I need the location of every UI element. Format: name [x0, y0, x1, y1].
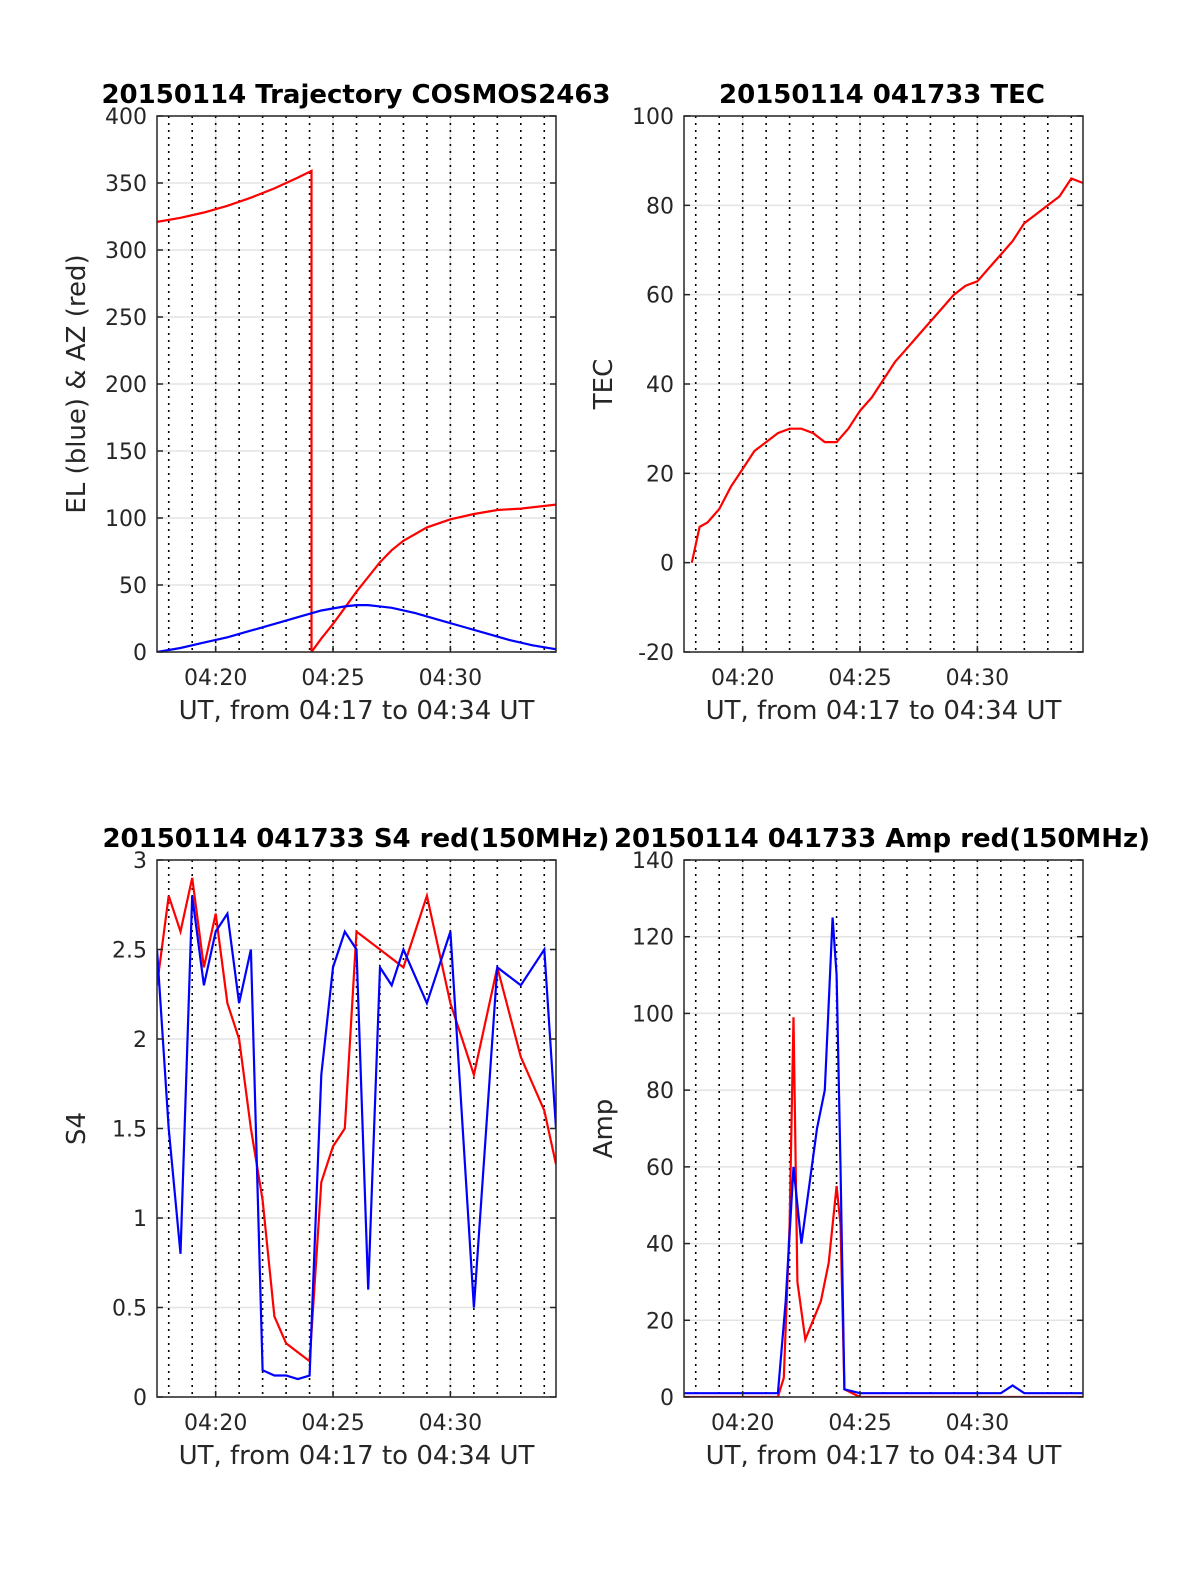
x-tick-label: 04:20 — [184, 666, 247, 691]
chart-title: 20150114 041733 Amp red(150MHz) — [614, 824, 1150, 854]
y-tick-label: -20 — [638, 641, 674, 666]
series-line-2 — [684, 917, 1083, 1395]
y-tick-label: 20 — [646, 1309, 674, 1334]
y-tick-label: 50 — [119, 574, 147, 599]
chart-title: 20150114 Trajectory COSMOS2463 — [101, 80, 610, 110]
y-tick-label: 350 — [105, 172, 147, 197]
x-axis-label: UT, from 04:17 to 04:34 UT — [706, 1441, 1062, 1471]
y-tick-label: 100 — [632, 105, 674, 130]
series-line-2 — [157, 604, 556, 652]
y-tick-label: 80 — [646, 1079, 674, 1104]
y-axis-label: S4 — [62, 1112, 92, 1145]
chart-panel-4: 0 20 40 60 80 100 120 140 04:20 04:25 04:30 UT, fro… — [589, 824, 1150, 1471]
y-tick-label: 0.5 — [112, 1297, 147, 1322]
x-tick-label: 04:25 — [828, 666, 891, 691]
x-axis-label: UT, from 04:17 to 04:34 UT — [179, 696, 535, 726]
series-line-1 — [157, 169, 556, 652]
axes-box — [683, 859, 1084, 1398]
y-tick-label: 100 — [105, 507, 147, 532]
y-tick-label: 60 — [646, 1156, 674, 1181]
y-tick-label: 400 — [105, 105, 147, 130]
series-line-2 — [157, 895, 556, 1381]
y-tick-label: 150 — [105, 440, 147, 465]
y-tick-label: 200 — [105, 373, 147, 398]
y-tick-label: 3 — [133, 849, 147, 874]
y-tick-label: 2 — [133, 1028, 147, 1053]
chart-panel-2: -20 0 20 40 60 80 100 04:20 04:25 04:30 UT, from 0… — [589, 80, 1084, 726]
y-tick-label: 0 — [660, 1386, 674, 1411]
y-tick-label: 300 — [105, 239, 147, 264]
x-tick-label: 04:20 — [711, 1411, 774, 1436]
y-tick-label: 0 — [660, 552, 674, 577]
x-tick-label: 04:30 — [419, 1411, 482, 1436]
y-tick-label: 40 — [646, 1233, 674, 1258]
x-tick-label: 04:30 — [946, 666, 1009, 691]
x-axis-label: UT, from 04:17 to 04:34 UT — [706, 696, 1062, 726]
series-line-1 — [690, 177, 1083, 563]
y-axis-label: EL (blue) & AZ (red) — [62, 254, 92, 513]
y-axis-label: TEC — [589, 359, 619, 410]
y-tick-label: 20 — [646, 462, 674, 487]
x-tick-label: 04:25 — [301, 1411, 364, 1436]
chart-title: 20150114 041733 TEC — [719, 80, 1045, 110]
x-tick-label: 04:25 — [828, 1411, 891, 1436]
x-tick-label: 04:20 — [184, 1411, 247, 1436]
x-tick-label: 04:25 — [301, 666, 364, 691]
y-tick-label: 1.5 — [112, 1118, 147, 1143]
y-tick-label: 0 — [133, 1386, 147, 1411]
y-axis-label: Amp — [589, 1099, 619, 1159]
x-tick-label: 04:30 — [946, 1411, 1009, 1436]
y-tick-label: 140 — [632, 849, 674, 874]
plot-area — [684, 860, 1083, 1397]
y-tick-label: 120 — [632, 926, 674, 951]
y-tick-label: 2.5 — [112, 939, 147, 964]
y-tick-label: 0 — [133, 641, 147, 666]
x-axis-label: UT, from 04:17 to 04:34 UT — [179, 1441, 535, 1471]
y-tick-label: 40 — [646, 373, 674, 398]
x-tick-label: 04:30 — [419, 666, 482, 691]
chart-title: 20150114 041733 S4 red(150MHz) — [102, 824, 609, 854]
chart-panel-3: 0 0.5 1 1.5 2 2.5 3 04:20 04:25 04:30 UT, from 04:… — [62, 824, 610, 1471]
x-tick-label: 04:20 — [711, 666, 774, 691]
y-tick-label: 60 — [646, 284, 674, 309]
y-tick-label: 1 — [133, 1207, 147, 1232]
y-tick-label: 250 — [105, 306, 147, 331]
y-tick-label: 80 — [646, 194, 674, 219]
y-tick-label: 100 — [632, 1002, 674, 1027]
chart-panel-1: 0 50 100 150 200 250 300 350 400 04:20 04:25 04:30 U… — [62, 80, 611, 726]
